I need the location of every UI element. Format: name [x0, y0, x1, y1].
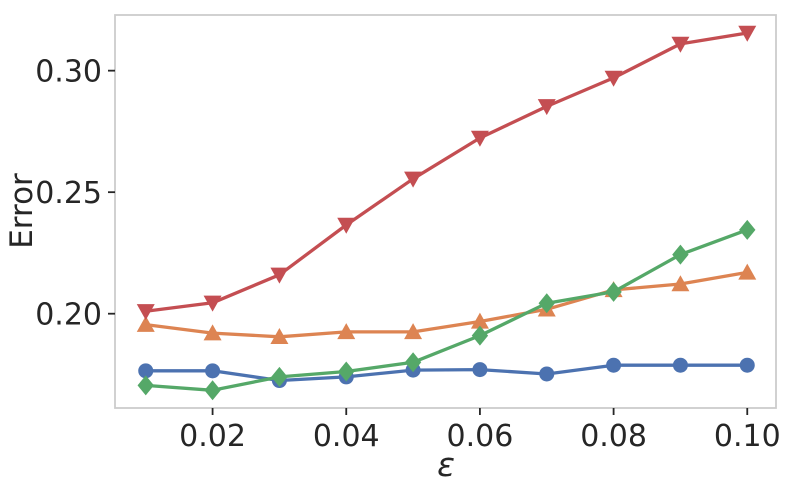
series-orange-triangle-up-marker: [404, 323, 423, 340]
series-orange-triangle-up-marker: [270, 327, 289, 344]
series-green-diamond-marker: [672, 244, 689, 265]
series-red-triangle-down-marker: [671, 36, 690, 53]
series-green-diamond-marker: [137, 375, 154, 396]
series-red-triangle-down: [136, 25, 757, 321]
series-blue-circle-marker: [606, 357, 622, 373]
series-green-diamond-marker: [271, 366, 288, 387]
x-axis-label: ε: [437, 445, 455, 484]
series-blue-circle-marker: [205, 363, 221, 379]
series-blue-circle-marker: [539, 366, 555, 382]
series-blue-circle-line: [144, 363, 749, 383]
series-red-triangle-down-marker: [337, 217, 356, 234]
series-green-diamond-marker: [338, 361, 355, 382]
series-red-triangle-down-marker: [203, 295, 222, 312]
x-tick-label: 0.06: [447, 419, 514, 454]
series-green-diamond-marker: [605, 281, 622, 302]
plot-spines: [114, 14, 777, 409]
y-tick-label: 0.30: [35, 55, 102, 90]
y-tick-label: 0.25: [35, 176, 102, 211]
data-series: [136, 25, 757, 401]
series-orange-triangle-up-marker: [671, 275, 690, 292]
series-blue-circle: [138, 357, 755, 389]
y-axis-label: Error: [4, 173, 40, 249]
series-orange-triangle-up-marker: [470, 312, 489, 329]
series-orange-triangle-up-marker: [337, 323, 356, 340]
series-green-diamond: [137, 219, 756, 401]
series-red-triangle-down-marker: [470, 130, 489, 147]
series-blue-circle-marker: [138, 363, 154, 379]
series-blue-circle-marker: [739, 357, 755, 373]
series-blue-circle-marker: [672, 357, 688, 373]
x-tick-label: 0.04: [313, 419, 380, 454]
series-orange-triangle-up-marker: [738, 263, 757, 280]
series-green-diamond-line: [144, 228, 749, 392]
series-orange-triangle-up-marker: [203, 324, 222, 341]
series-red-triangle-down-marker: [537, 99, 556, 116]
series-red-triangle-down-line: [144, 31, 749, 313]
series-red-triangle-down-marker: [738, 25, 757, 42]
plot-border: [114, 14, 777, 409]
series-green-diamond-marker: [739, 219, 756, 240]
series-red-triangle-down-marker: [604, 70, 623, 87]
series-green-diamond-marker: [204, 380, 221, 401]
series-green-diamond-marker: [471, 325, 489, 346]
series-green-diamond-marker: [538, 293, 555, 314]
series-blue-circle-marker: [472, 362, 488, 378]
series-red-triangle-down-marker: [404, 171, 423, 188]
y-tick-label: 0.20: [35, 298, 102, 333]
series-orange-triangle-up-marker: [136, 315, 155, 332]
series-orange-triangle-up: [136, 263, 757, 344]
series-red-triangle-down-marker: [136, 304, 155, 321]
x-tick-label: 0.02: [179, 419, 246, 454]
x-tick-label: 0.08: [580, 419, 647, 454]
series-orange-triangle-up-line: [144, 270, 749, 339]
series-green-diamond-marker: [404, 352, 422, 373]
x-tick-label: 0.10: [714, 419, 781, 454]
axis-ticks: 0.02 0.04 0.06 0.08 0.10 0.20 0.25 0.30: [35, 55, 780, 454]
series-red-triangle-down-marker: [270, 267, 289, 284]
